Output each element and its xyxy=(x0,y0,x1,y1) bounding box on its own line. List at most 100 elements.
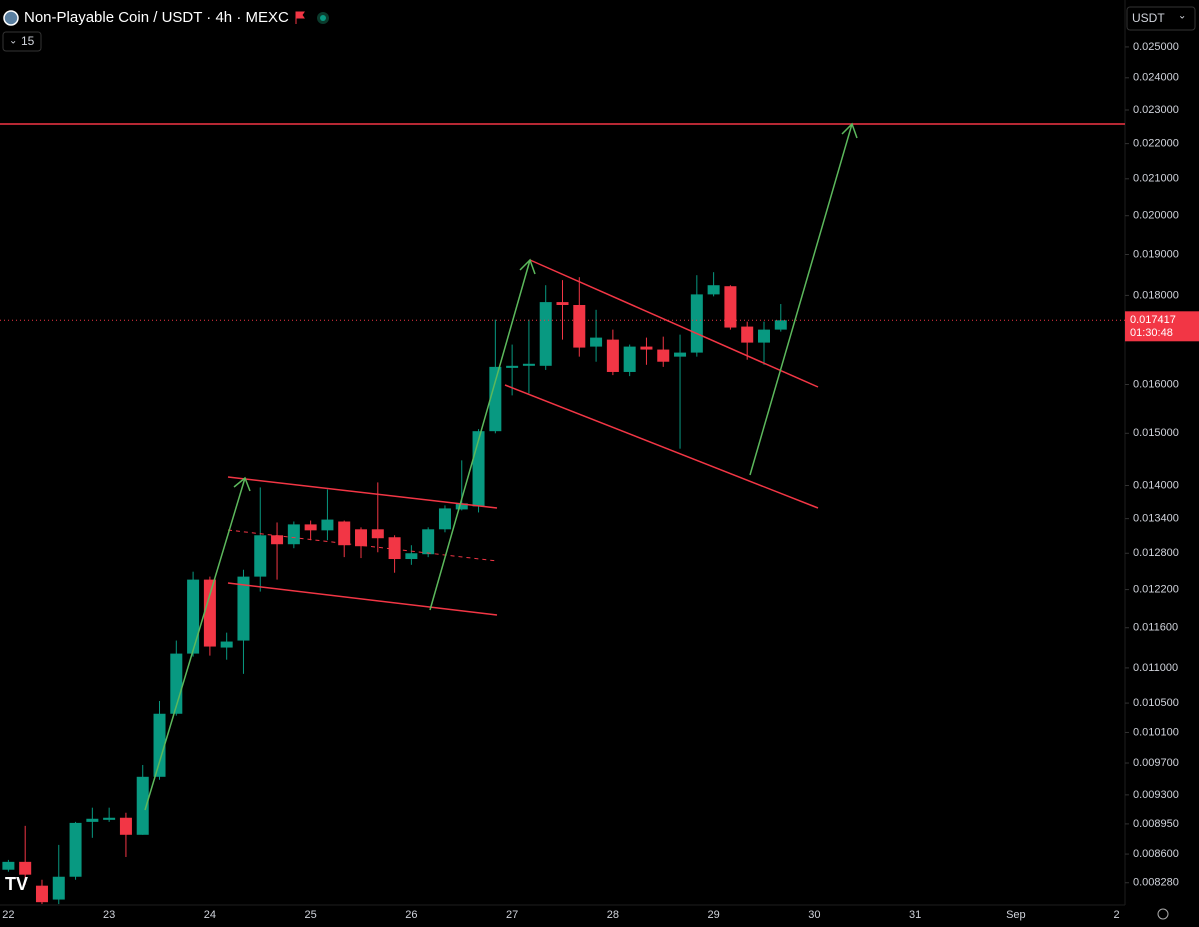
y-tick-label: 0.011000 xyxy=(1133,662,1178,674)
candle-body xyxy=(103,817,116,820)
y-tick-label: 0.020000 xyxy=(1133,210,1179,222)
candle-body xyxy=(52,876,65,900)
candle-body xyxy=(506,365,519,368)
candle-body xyxy=(422,529,435,555)
candle-body xyxy=(690,294,703,353)
chart-title: Non-Playable Coin / USDT · 4h · MEXC xyxy=(24,9,289,26)
candle-body xyxy=(757,329,770,343)
trend-line xyxy=(227,582,498,616)
candle-body xyxy=(590,337,603,347)
candle-body xyxy=(119,817,132,835)
chevron: ⌄ xyxy=(1178,11,1186,22)
y-tick-label: 0.013400 xyxy=(1133,513,1179,525)
y-tick-label: 0.011600 xyxy=(1133,622,1178,634)
candle-body xyxy=(489,366,502,432)
candle-body xyxy=(455,503,468,510)
y-tick-label: 0.012200 xyxy=(1133,583,1179,595)
y-tick-label: 0.014000 xyxy=(1133,479,1179,491)
x-tick-label: Sep xyxy=(1006,909,1026,921)
settings-icon[interactable] xyxy=(1157,908,1169,920)
coin-logo xyxy=(3,10,19,26)
x-tick-label: 25 xyxy=(305,909,317,921)
candle-body xyxy=(220,641,233,648)
x-tick-label: 23 xyxy=(103,909,115,921)
candle-body xyxy=(522,363,535,366)
candle-body xyxy=(741,326,754,343)
candle-body xyxy=(657,349,670,362)
x-tick-label: 30 xyxy=(808,909,820,921)
currency: USDT xyxy=(1132,11,1165,25)
y-tick-label: 0.012800 xyxy=(1133,547,1179,559)
candle-body xyxy=(573,304,586,348)
x-tick-label: 22 xyxy=(2,909,14,921)
candle-body xyxy=(724,286,737,328)
trend-midline xyxy=(227,529,498,562)
x-tick-label: 26 xyxy=(405,909,417,921)
countdown: 01:30:48 xyxy=(1130,327,1173,339)
x-tick-label: 24 xyxy=(204,909,216,921)
candle-body xyxy=(556,302,569,305)
candle-body xyxy=(606,339,619,372)
y-tick-label: 0.010100 xyxy=(1133,726,1179,738)
arrow xyxy=(144,477,246,811)
candle-body xyxy=(69,822,82,877)
candle-body xyxy=(774,320,787,330)
y-tick-label: 0.009700 xyxy=(1133,757,1179,769)
y-tick-label: 0.009300 xyxy=(1133,789,1179,801)
tv-logo: TV xyxy=(5,874,28,894)
candle-body xyxy=(86,818,99,822)
y-tick-label: 0.008280 xyxy=(1133,877,1179,889)
candle-body xyxy=(271,535,284,545)
candle-body xyxy=(707,285,720,295)
candle-body xyxy=(371,529,384,539)
arrow-head xyxy=(519,258,536,275)
candle-body xyxy=(254,535,267,577)
x-tick-label: 31 xyxy=(909,909,921,921)
candle-body xyxy=(388,537,401,560)
y-tick-label: 0.018000 xyxy=(1133,289,1179,301)
x-tick-label: 27 xyxy=(506,909,518,921)
y-tick-label: 0.025000 xyxy=(1133,41,1179,53)
candle-body xyxy=(304,524,317,531)
candle-body xyxy=(338,521,351,546)
trend-line xyxy=(529,259,819,388)
candle-body xyxy=(405,553,418,560)
y-tick-label: 0.008950 xyxy=(1133,818,1179,830)
plot xyxy=(0,272,1125,905)
candle-body xyxy=(2,861,15,870)
candle-body xyxy=(187,579,200,654)
y-tick-label: 0.008600 xyxy=(1133,848,1179,860)
candle-body xyxy=(623,346,636,372)
candle-body xyxy=(19,861,32,875)
currency-select[interactable] xyxy=(1126,6,1196,31)
indicator-toggle[interactable] xyxy=(2,31,42,52)
candle-body xyxy=(136,776,149,835)
trend-line xyxy=(504,384,819,509)
candle-body xyxy=(674,352,687,357)
arrow xyxy=(749,123,853,476)
candle-body xyxy=(539,302,552,366)
candle-body xyxy=(640,346,653,350)
chevron: ⌄ xyxy=(9,36,17,47)
y-tick-label: 0.021000 xyxy=(1133,173,1179,185)
candle-body xyxy=(321,519,334,531)
candle-body xyxy=(237,576,250,641)
candle-body xyxy=(153,713,166,777)
y-tick-label: 0.010500 xyxy=(1133,697,1179,709)
candle-body xyxy=(170,653,183,714)
flag-icon[interactable] xyxy=(295,11,305,24)
y-tick-label: 0.019000 xyxy=(1133,248,1179,260)
y-tick-label: 0.024000 xyxy=(1133,72,1179,84)
candle-body xyxy=(203,579,216,647)
axes: 0.025000 0.024000 0.023000 0.022000 0.021000… xyxy=(2,41,1199,921)
candle-body xyxy=(438,508,451,530)
arrow xyxy=(429,259,531,611)
last-price-tag xyxy=(1125,311,1199,342)
y-tick-label: 0.015000 xyxy=(1133,427,1179,439)
x-tick-label: 28 xyxy=(607,909,619,921)
indicator-count: 15 xyxy=(21,34,35,48)
arrow-head xyxy=(233,476,251,492)
